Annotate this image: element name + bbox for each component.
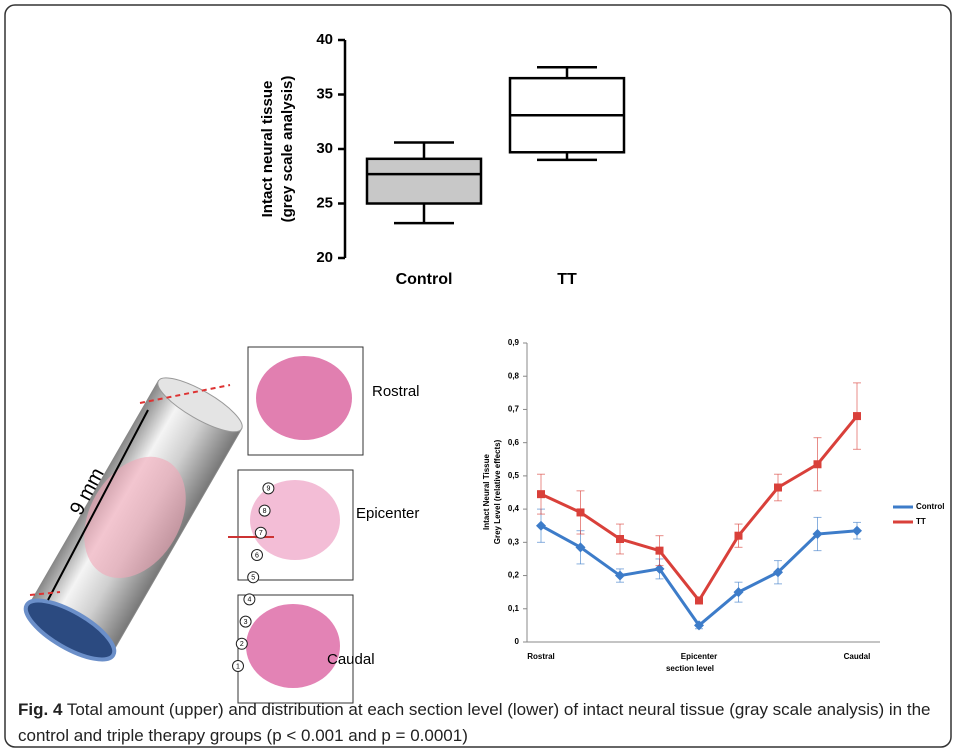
section-label: Rostral [372, 383, 420, 400]
y-axis-label: Intact neural tissue [259, 81, 276, 218]
pin-label: 6 [255, 552, 259, 559]
point [655, 546, 664, 555]
point [616, 535, 624, 544]
box [365, 157, 483, 205]
y-axis-label: Grey Level (relative effects) [493, 439, 502, 544]
point [733, 587, 744, 598]
pin-marker [262, 482, 275, 495]
section-label: Caudal [327, 651, 375, 668]
x-tick-label: Epicenter [681, 652, 717, 661]
y-tick-label: 0,3 [508, 537, 520, 546]
x-tick-label: Caudal [844, 652, 871, 661]
pin-label: 9 [266, 486, 270, 493]
frame [4, 4, 952, 748]
y-tick-label: 0,5 [508, 471, 520, 480]
series-line [540, 415, 859, 604]
point [575, 542, 586, 553]
caption-text: Total amount (upper) and distribution at… [18, 700, 931, 745]
y-tick-label: 35 [316, 85, 333, 102]
section-label: Epicenter [356, 505, 419, 522]
pin-label: 7 [259, 530, 263, 537]
pin-label: 5 [251, 575, 255, 582]
x-tick-label: TT [557, 271, 577, 288]
pin-label: 8 [263, 508, 267, 515]
caption-label: Fig. 4 [18, 700, 63, 719]
pin-marker [239, 615, 252, 628]
series-line [540, 524, 858, 628]
point [853, 412, 861, 421]
point [615, 570, 625, 581]
point [812, 529, 823, 540]
y-tick-label: 0 [515, 637, 520, 646]
dimension-mark [139, 384, 231, 404]
y-axis-label: (grey scale analysis) [279, 76, 296, 223]
point [734, 531, 743, 540]
x-tick-label: Rostral [527, 652, 555, 661]
pin-marker [251, 549, 263, 561]
pin-label: 1 [236, 663, 240, 670]
caption: Fig. 4 Total amount (upper) and distribu… [18, 697, 943, 749]
x-axis-label: section level [666, 664, 714, 673]
tissue [246, 604, 340, 688]
cord-section [23, 598, 117, 662]
point [773, 567, 783, 578]
pin-label: 3 [244, 619, 248, 626]
pin-marker [258, 504, 271, 517]
pin-marker [254, 526, 267, 539]
y-tick-label: 0,8 [508, 371, 520, 380]
point [537, 490, 545, 499]
point [695, 596, 703, 605]
point [694, 620, 704, 631]
lesion [84, 456, 186, 579]
point [774, 483, 782, 492]
y-tick-label: 25 [316, 194, 333, 211]
pin-label: 4 [247, 597, 251, 604]
tissue [256, 356, 352, 440]
y-tick-label: 0,7 [508, 405, 520, 414]
box-chart: 20 25 30 35 40 Intact neural tissue (grey scal… [259, 31, 626, 288]
pin-label: 2 [240, 641, 244, 648]
y-tick-label: 0,9 [508, 338, 520, 347]
pin-marker [235, 637, 248, 650]
legend-label: Control [916, 502, 944, 511]
y-tick-label: 20 [316, 249, 333, 266]
point [813, 460, 822, 469]
y-axis-label: Intact Neural Tissue [482, 454, 491, 530]
y-tick-label: 40 [316, 31, 333, 48]
cylinder-top [157, 377, 243, 433]
y-tick-label: 30 [316, 140, 333, 157]
point [654, 563, 665, 574]
pin-marker [247, 571, 260, 584]
point [576, 508, 585, 517]
pin-marker [243, 593, 256, 606]
x-tick-label: Control [396, 271, 453, 288]
point [852, 525, 862, 536]
y-tick-label: 0,4 [508, 504, 520, 513]
y-tick-label: 0,1 [508, 604, 520, 613]
point [536, 520, 546, 531]
y-tick-label: 0,6 [508, 438, 520, 447]
line-chart: 0 0,1 0,2 0,3 0,4 0,5 0,6 0,7 0,8 0,9 Rostral Epice… [482, 338, 944, 673]
legend-label: TT [916, 517, 926, 526]
tissue [250, 480, 340, 560]
y-tick-label: 0,2 [508, 571, 520, 580]
dimension-arrow [47, 409, 149, 601]
pin-marker [232, 660, 244, 672]
